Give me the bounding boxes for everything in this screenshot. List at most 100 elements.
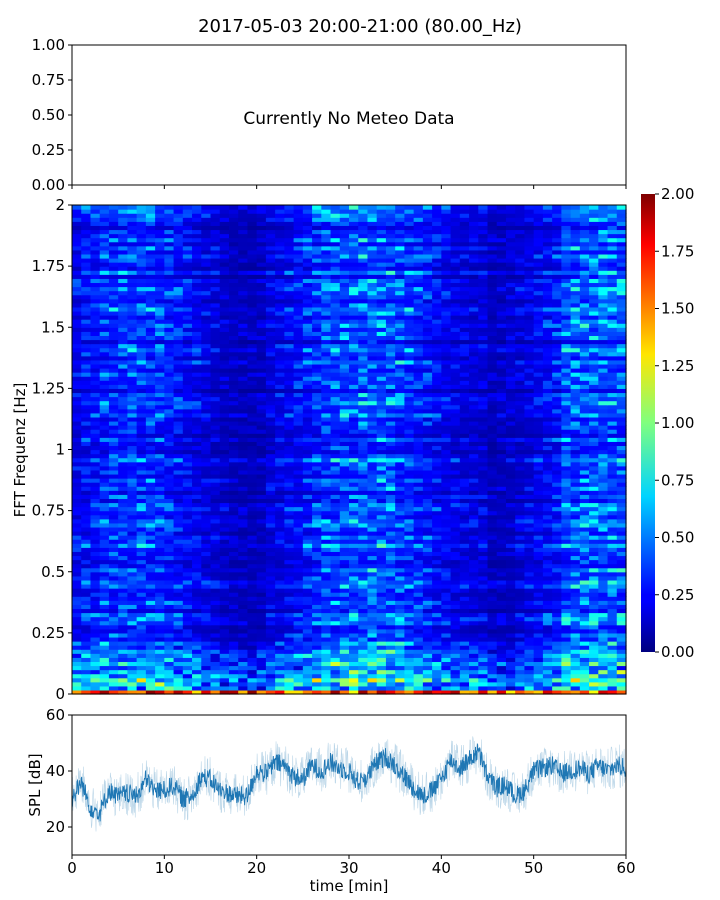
heatmap-cell (210, 518, 221, 524)
heatmap-cell (173, 571, 184, 577)
heatmap-cell (432, 380, 442, 385)
heatmap-cell (72, 535, 82, 540)
heatmap-cell (293, 376, 304, 381)
heatmap-cell (450, 453, 461, 459)
heatmap-cell (293, 661, 304, 667)
heatmap-cell (182, 416, 193, 422)
heatmap-cell (302, 673, 313, 679)
heatmap-cell (579, 457, 590, 463)
heatmap-cell (339, 547, 350, 552)
heatmap-cell (256, 498, 267, 504)
heatmap-cell (228, 469, 239, 475)
heatmap-cell (552, 624, 562, 630)
heatmap-cell (182, 543, 193, 548)
heatmap-cell (358, 628, 369, 634)
heatmap-cell (561, 388, 572, 394)
heatmap-cell (238, 490, 249, 495)
heatmap-cell (598, 461, 609, 467)
heatmap-cell (349, 657, 359, 662)
heatmap-cell (367, 453, 378, 459)
heatmap-cell (127, 596, 138, 601)
heatmap-cell (422, 396, 433, 402)
heatmap-cell (312, 408, 322, 414)
heatmap-cell (385, 498, 396, 504)
heatmap-cell (164, 645, 175, 650)
heatmap-cell (219, 596, 230, 601)
heatmap-cell (275, 649, 285, 654)
heatmap-cell (385, 469, 396, 475)
heatmap-cell (542, 494, 553, 499)
heatmap-cell (136, 400, 147, 406)
heatmap-cell (607, 498, 618, 504)
heatmap-cell (349, 661, 359, 667)
heatmap-cell (293, 473, 304, 479)
heatmap-cell (164, 596, 175, 601)
heatmap-cell (256, 514, 267, 520)
heatmap-cell (542, 526, 553, 532)
heatmap-cell (228, 384, 239, 389)
heatmap-cell (432, 583, 442, 589)
heatmap-cell (99, 518, 110, 524)
heatmap-cell (238, 608, 249, 614)
heatmap-cell (376, 363, 387, 369)
heatmap-cell (459, 473, 470, 479)
heatmap-cell (238, 624, 249, 630)
heatmap-cell (145, 559, 156, 565)
heatmap-cell (219, 551, 230, 557)
heatmap-cell (358, 449, 369, 455)
heatmap-cell (312, 653, 322, 658)
heatmap-cell (376, 649, 387, 654)
heatmap-cell (339, 412, 350, 418)
heatmap-cell (505, 359, 516, 365)
heatmap-cell (385, 376, 396, 381)
heatmap-cell (321, 392, 332, 398)
heatmap-cell (182, 653, 193, 658)
no-data-annotation: Currently No Meteo Data (243, 109, 454, 129)
heatmap-cell (469, 482, 479, 487)
heatmap-cell (589, 510, 599, 516)
heatmap-cell (459, 363, 470, 369)
heatmap-cell (265, 608, 276, 614)
heatmap-cell (469, 473, 479, 479)
heatmap-cell (302, 502, 313, 508)
heatmap-cell (589, 592, 599, 597)
heatmap-cell (404, 510, 415, 516)
heatmap-cell (145, 677, 156, 683)
heatmap-cell (542, 461, 553, 467)
heatmap-cell (505, 522, 516, 528)
heatmap-cell (561, 514, 572, 520)
heatmap-cell (459, 355, 470, 361)
heatmap-cell (81, 449, 92, 455)
heatmap-cell (284, 473, 295, 479)
heatmap-cell (607, 482, 618, 487)
heatmap-cell (450, 555, 461, 561)
heatmap-cell (561, 628, 572, 634)
heatmap-cell (413, 551, 424, 557)
heatmap-cell (469, 673, 479, 679)
heatmap-cell (533, 408, 544, 414)
heatmap-cell (515, 408, 526, 414)
heatmap-cell (589, 531, 599, 536)
heatmap-cell (192, 685, 202, 691)
heatmap-cell (228, 372, 239, 377)
heatmap-cell (552, 526, 562, 532)
heatmap-cell (284, 412, 295, 418)
heatmap-cell (505, 526, 516, 532)
heatmap-cell (367, 657, 378, 662)
heatmap-cell (496, 473, 507, 479)
heatmap-cell (145, 673, 156, 679)
heatmap-cell (459, 404, 470, 410)
heatmap-cell (108, 526, 119, 532)
heatmap-cell (358, 502, 369, 508)
heatmap-cell (210, 412, 221, 418)
heatmap-cell (542, 469, 553, 475)
heatmap-cell (385, 579, 396, 585)
heatmap-cell (505, 494, 516, 499)
heatmap-cell (487, 551, 498, 557)
heatmap-cell (432, 526, 442, 532)
heatmap-cell (164, 579, 175, 585)
heatmap-cell (108, 359, 119, 365)
heatmap-cell (487, 555, 498, 561)
heatmap-cell (81, 661, 92, 667)
heatmap-cell (72, 416, 82, 422)
